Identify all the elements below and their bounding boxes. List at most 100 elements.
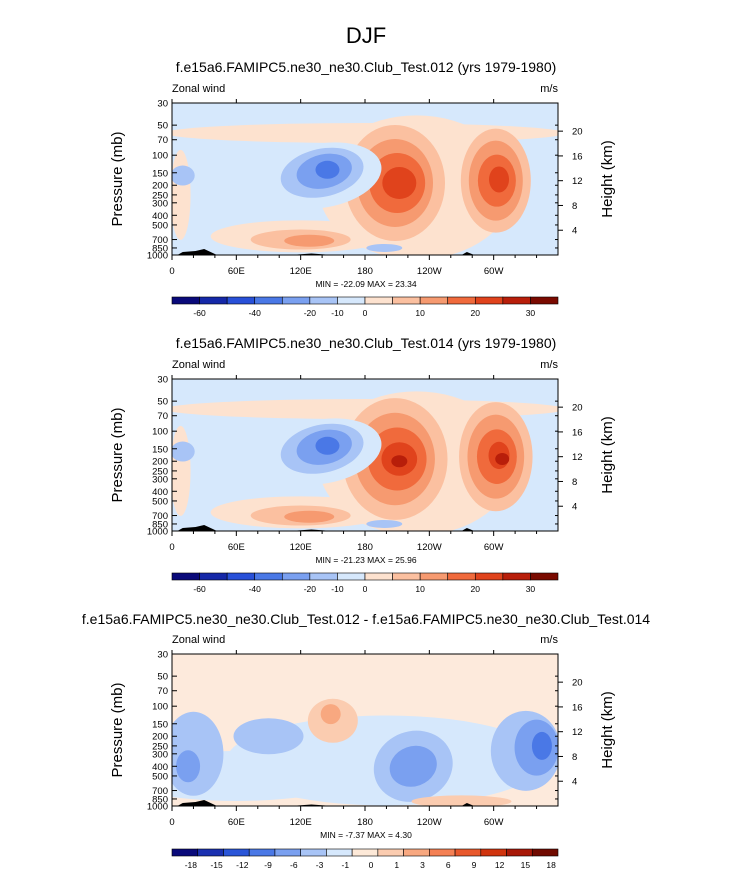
colorbar-swatch (199, 572, 228, 581)
y-tick-label: 500 (152, 220, 168, 231)
colorbar-swatch (337, 572, 366, 581)
y-tick-label: 200 (152, 457, 168, 468)
colorbar-label: 0 (363, 308, 368, 318)
variable-label: Zonal wind (172, 634, 225, 646)
x-tick-label: 180 (357, 542, 373, 553)
y-tick-label: 700 (152, 511, 168, 522)
y-tick-label: 250 (152, 741, 168, 752)
colorbar-label: -15 (210, 860, 223, 870)
y2-tick-label: 8 (572, 477, 577, 488)
x-tick-label: 120W (417, 817, 442, 828)
y-tick-label: 850 (152, 243, 168, 254)
y2-tick-label: 16 (572, 702, 583, 713)
y-tick-label: 700 (152, 235, 168, 246)
colorbar-label: -40 (249, 308, 262, 318)
y-tick-label: 1000 (147, 251, 168, 262)
colorbar: -60 -40 -20 -10 0 10 20 30 (171, 572, 559, 594)
page-title: DJF (346, 23, 386, 48)
colorbar-swatch (447, 572, 476, 581)
x-tick-label: 60E (228, 266, 245, 277)
y-tick-label: 250 (152, 190, 168, 201)
y2-tick-label: 20 (572, 678, 583, 689)
colorbar-swatch (281, 296, 311, 305)
min-max-stats: MIN = -22.09 MAX = 23.34 (315, 279, 416, 289)
colorbar-swatch (480, 848, 507, 857)
y-tick-label: 850 (152, 794, 168, 805)
colorbar-swatch (419, 296, 449, 305)
panel-1: f.e15a6.FAMIPC5.ne30_ne30.Club_Test.012 … (109, 59, 616, 318)
y-tick-label: 200 (152, 181, 168, 192)
colorbar-label: 0 (363, 584, 368, 594)
colorbar-swatch (223, 848, 250, 857)
y-tick-label: 150 (152, 444, 168, 455)
contour-field (172, 379, 558, 531)
panel-title: f.e15a6.FAMIPC5.ne30_ne30.Club_Test.014 … (176, 335, 557, 351)
colorbar-swatch (171, 848, 199, 857)
x-tick-label: 180 (357, 817, 373, 828)
x-tick-label: 60W (484, 817, 504, 828)
y-tick-label: 700 (152, 786, 168, 797)
colorbar-swatch (197, 848, 224, 857)
x-tick-label: 180 (357, 266, 373, 277)
y2-tick-label: 8 (572, 201, 577, 212)
colorbar-label: 15 (521, 860, 531, 870)
x-tick-label: 120E (290, 817, 312, 828)
colorbar-label: -12 (236, 860, 249, 870)
y2-axis-label: Height (km) (599, 691, 616, 769)
variable-label: Zonal wind (172, 359, 225, 371)
x-tick-label: 60W (484, 542, 504, 553)
y-tick-label: 70 (157, 411, 168, 422)
colorbar-label: -60 (193, 584, 206, 594)
colorbar-label: 10 (415, 584, 425, 594)
colorbar-swatch (199, 296, 228, 305)
colorbar-swatch (326, 848, 353, 857)
y2-tick-label: 4 (572, 502, 577, 513)
colorbar-label: 6 (446, 860, 451, 870)
colorbar-swatch (309, 296, 338, 305)
panel-title: f.e15a6.FAMIPC5.ne30_ne30.Club_Test.012 … (176, 59, 557, 75)
units-label: m/s (540, 634, 558, 646)
y-axis-label: Pressure (mb) (109, 682, 126, 777)
y2-tick-label: 16 (572, 151, 583, 162)
x-tick-label: 0 (169, 542, 174, 553)
colorbar-swatch (274, 848, 301, 857)
y-tick-label: 70 (157, 135, 168, 146)
colorbar-swatch (171, 296, 200, 305)
colorbar-swatch (254, 296, 283, 305)
y-tick-label: 150 (152, 168, 168, 179)
y-axis-label: Pressure (mb) (109, 131, 126, 226)
colorbar-label: 3 (420, 860, 425, 870)
colorbar-swatch (474, 296, 504, 305)
y-tick-label: 300 (152, 198, 168, 209)
colorbar-swatch (454, 848, 482, 857)
y2-tick-label: 12 (572, 727, 583, 738)
colorbar-label: -18 (185, 860, 198, 870)
colorbar-label: 10 (415, 308, 425, 318)
y-tick-label: 850 (152, 519, 168, 530)
y2-tick-label: 8 (572, 752, 577, 763)
x-tick-label: 120W (417, 542, 442, 553)
y-tick-label: 400 (152, 762, 168, 773)
colorbar-swatch (364, 296, 393, 305)
x-tick-label: 60W (484, 266, 504, 277)
y-tick-label: 1000 (147, 527, 168, 538)
y-tick-label: 400 (152, 211, 168, 222)
colorbar-label: -3 (316, 860, 324, 870)
colorbar-label: -6 (290, 860, 298, 870)
y2-tick-label: 16 (572, 427, 583, 438)
colorbar-swatch (226, 296, 256, 305)
y-tick-label: 30 (157, 375, 168, 386)
x-tick-label: 120W (417, 266, 442, 277)
colorbar-swatch (337, 296, 366, 305)
y-tick-label: 400 (152, 487, 168, 498)
y2-tick-label: 4 (572, 777, 577, 788)
colorbar-swatch (281, 572, 311, 581)
y-tick-label: 50 (157, 121, 168, 132)
colorbar-label: 18 (546, 860, 556, 870)
colorbar-label: -1 (341, 860, 349, 870)
y2-tick-label: 4 (572, 226, 577, 237)
panel-difference: f.e15a6.FAMIPC5.ne30_ne30.Club_Test.012 … (82, 611, 650, 870)
colorbar-swatch (300, 848, 327, 857)
